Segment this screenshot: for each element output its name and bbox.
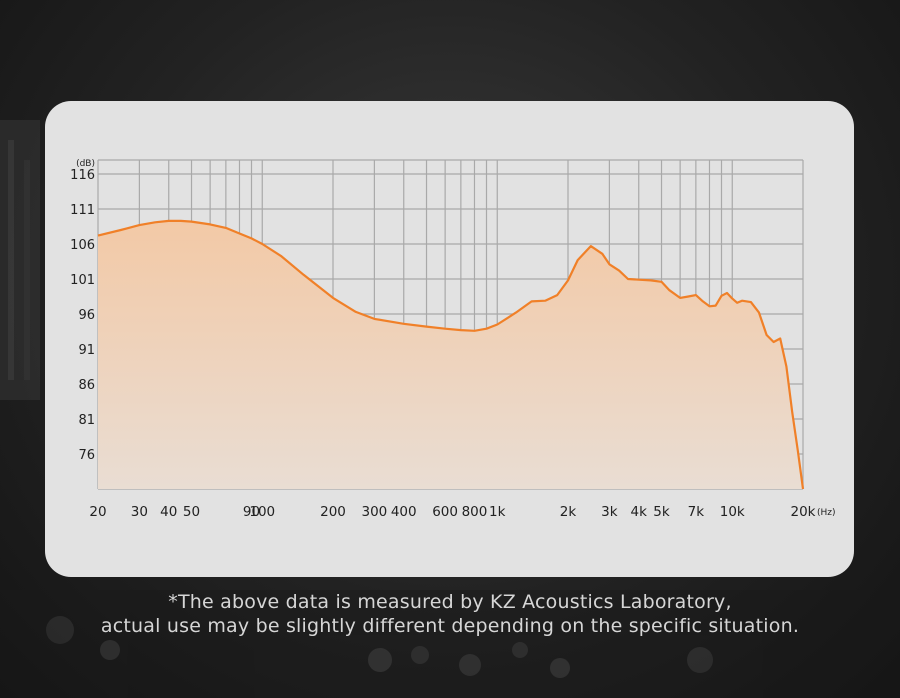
- x-tick-label: 800: [462, 504, 488, 520]
- footnote-line-1: *The above data is measured by KZ Acoust…: [168, 591, 732, 613]
- x-tick-label: 20: [89, 504, 106, 520]
- y-tick-label: 86: [78, 378, 95, 393]
- x-tick-label: 40: [160, 504, 177, 520]
- x-unit-label: (Hz): [817, 508, 836, 518]
- x-tick-label: 2k: [560, 504, 577, 520]
- x-tick-label: 10k: [720, 504, 745, 520]
- y-tick-label: 101: [70, 273, 95, 288]
- x-tick-label: 3k: [601, 504, 618, 520]
- x-tick-label: 50: [183, 504, 200, 520]
- y-tick-label: 111: [70, 203, 95, 218]
- x-tick-label: 200: [320, 504, 346, 520]
- chart-card: 116 111 106 101 96 91 86 81 76 (dB) 20 30 40 50 90 100 2…: [45, 101, 854, 577]
- x-tick-label: 100: [249, 504, 275, 520]
- x-tick-label: 7k: [688, 504, 705, 520]
- y-tick-label: 96: [78, 308, 95, 323]
- x-tick-label: 30: [131, 504, 148, 520]
- y-tick-label: 91: [78, 343, 95, 358]
- y-tick-label: 116: [70, 168, 95, 183]
- x-tick-label: 600: [432, 504, 458, 520]
- x-tick-label: 4k: [631, 504, 648, 520]
- y-tick-label: 76: [78, 448, 95, 463]
- x-tick-label: 300: [361, 504, 387, 520]
- y-tick-label: 106: [70, 238, 95, 253]
- footnote-line-2: actual use may be slightly different dep…: [100, 615, 800, 637]
- x-tick-label: 400: [391, 504, 417, 520]
- x-tick-label: 1k: [489, 504, 506, 520]
- y-unit-label: (dB): [76, 159, 95, 169]
- response-area: [98, 220, 803, 489]
- x-tick-label: 20k: [791, 504, 816, 520]
- response-line: [97, 219, 805, 490]
- x-tick-label: 90: [243, 504, 260, 520]
- x-tick-label: 5k: [653, 504, 670, 520]
- y-tick-label: 81: [78, 413, 95, 428]
